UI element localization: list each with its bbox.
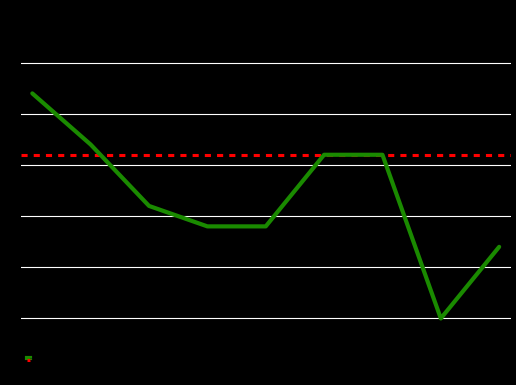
- Legend: Vacancy rate, Long-term average (3.1%): Vacancy rate, Long-term average (3.1%): [26, 357, 49, 362]
